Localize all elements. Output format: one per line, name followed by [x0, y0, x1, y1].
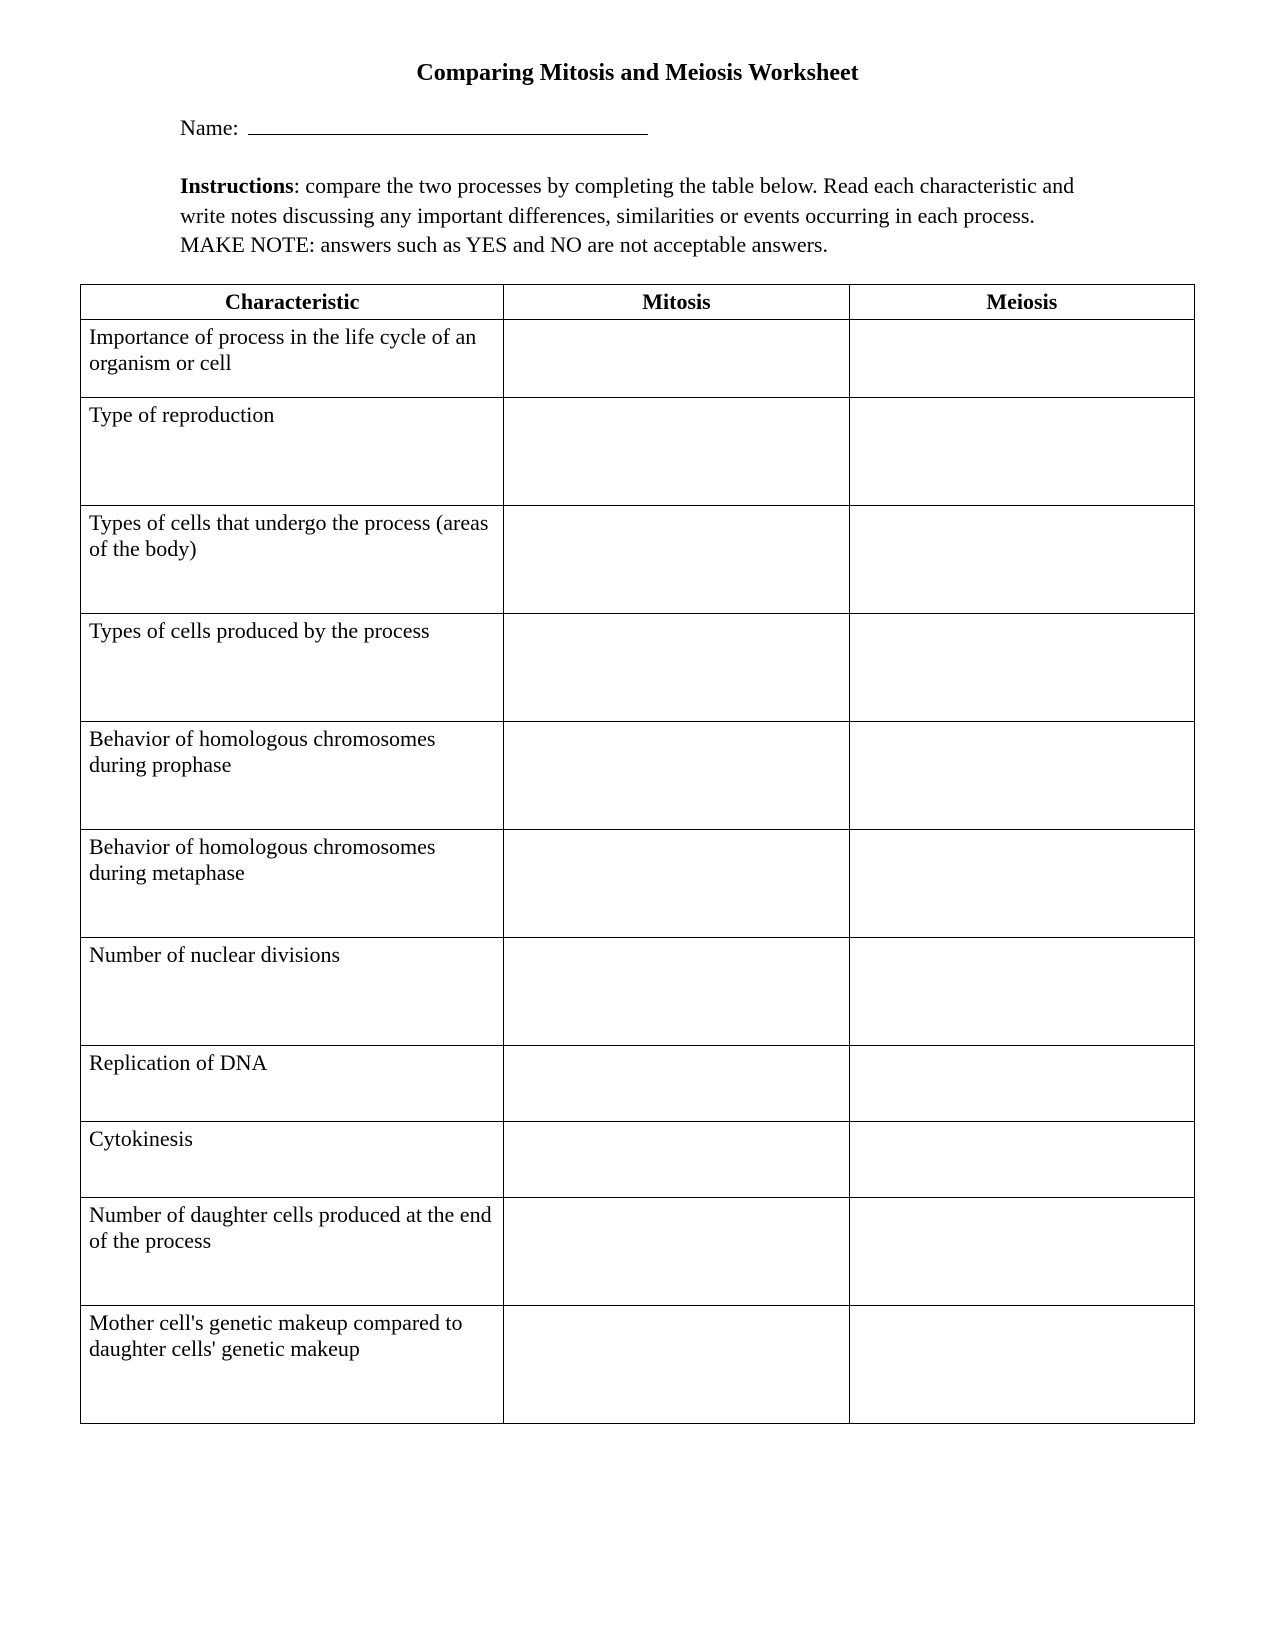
- worksheet-page: Comparing Mitosis and Meiosis Worksheet …: [0, 0, 1275, 1484]
- cell-mitosis[interactable]: [504, 830, 849, 938]
- table-row: Replication of DNA: [81, 1046, 1195, 1122]
- cell-characteristic: Number of nuclear divisions: [81, 938, 504, 1046]
- cell-mitosis[interactable]: [504, 938, 849, 1046]
- instructions-body: : compare the two processes by completin…: [180, 173, 1074, 257]
- cell-mitosis[interactable]: [504, 722, 849, 830]
- name-input-line[interactable]: [248, 117, 648, 135]
- cell-mitosis[interactable]: [504, 1122, 849, 1198]
- col-header-characteristic: Characteristic: [81, 285, 504, 320]
- cell-mitosis[interactable]: [504, 1198, 849, 1306]
- cell-characteristic: Mother cell's genetic makeup compared to…: [81, 1306, 504, 1424]
- cell-characteristic: Types of cells produced by the process: [81, 614, 504, 722]
- cell-characteristic: Type of reproduction: [81, 398, 504, 506]
- table-header-row: Characteristic Mitosis Meiosis: [81, 285, 1195, 320]
- cell-characteristic: Importance of process in the life cycle …: [81, 320, 504, 398]
- table-row: Mother cell's genetic makeup compared to…: [81, 1306, 1195, 1424]
- cell-characteristic: Cytokinesis: [81, 1122, 504, 1198]
- table-row: Types of cells that undergo the process …: [81, 506, 1195, 614]
- cell-characteristic: Types of cells that undergo the process …: [81, 506, 504, 614]
- cell-meiosis[interactable]: [849, 320, 1194, 398]
- cell-mitosis[interactable]: [504, 1046, 849, 1122]
- cell-mitosis[interactable]: [504, 398, 849, 506]
- cell-meiosis[interactable]: [849, 398, 1194, 506]
- name-row: Name:: [180, 115, 1095, 141]
- cell-characteristic: Number of daughter cells produced at the…: [81, 1198, 504, 1306]
- cell-characteristic: Replication of DNA: [81, 1046, 504, 1122]
- cell-meiosis[interactable]: [849, 830, 1194, 938]
- table-row: Types of cells produced by the process: [81, 614, 1195, 722]
- cell-meiosis[interactable]: [849, 1198, 1194, 1306]
- instructions: Instructions: compare the two processes …: [180, 171, 1095, 260]
- cell-meiosis[interactable]: [849, 1046, 1194, 1122]
- header-block: Name: Instructions: compare the two proc…: [180, 115, 1095, 260]
- table-row: Number of nuclear divisions: [81, 938, 1195, 1046]
- table-row: Importance of process in the life cycle …: [81, 320, 1195, 398]
- page-title: Comparing Mitosis and Meiosis Worksheet: [80, 60, 1195, 87]
- cell-meiosis[interactable]: [849, 1306, 1194, 1424]
- cell-meiosis[interactable]: [849, 722, 1194, 830]
- cell-mitosis[interactable]: [504, 506, 849, 614]
- comparison-table: Characteristic Mitosis Meiosis Importanc…: [80, 284, 1195, 1424]
- cell-characteristic: Behavior of homologous chromosomes durin…: [81, 830, 504, 938]
- instructions-lead: Instructions: [180, 173, 294, 198]
- cell-meiosis[interactable]: [849, 938, 1194, 1046]
- table-row: Number of daughter cells produced at the…: [81, 1198, 1195, 1306]
- table-row: Cytokinesis: [81, 1122, 1195, 1198]
- table-row: Behavior of homologous chromosomes durin…: [81, 722, 1195, 830]
- cell-characteristic: Behavior of homologous chromosomes durin…: [81, 722, 504, 830]
- col-header-meiosis: Meiosis: [849, 285, 1194, 320]
- name-label: Name:: [180, 115, 239, 141]
- cell-meiosis[interactable]: [849, 506, 1194, 614]
- table-row: Type of reproduction: [81, 398, 1195, 506]
- table-row: Behavior of homologous chromosomes durin…: [81, 830, 1195, 938]
- col-header-mitosis: Mitosis: [504, 285, 849, 320]
- cell-meiosis[interactable]: [849, 1122, 1194, 1198]
- cell-mitosis[interactable]: [504, 614, 849, 722]
- cell-meiosis[interactable]: [849, 614, 1194, 722]
- cell-mitosis[interactable]: [504, 320, 849, 398]
- cell-mitosis[interactable]: [504, 1306, 849, 1424]
